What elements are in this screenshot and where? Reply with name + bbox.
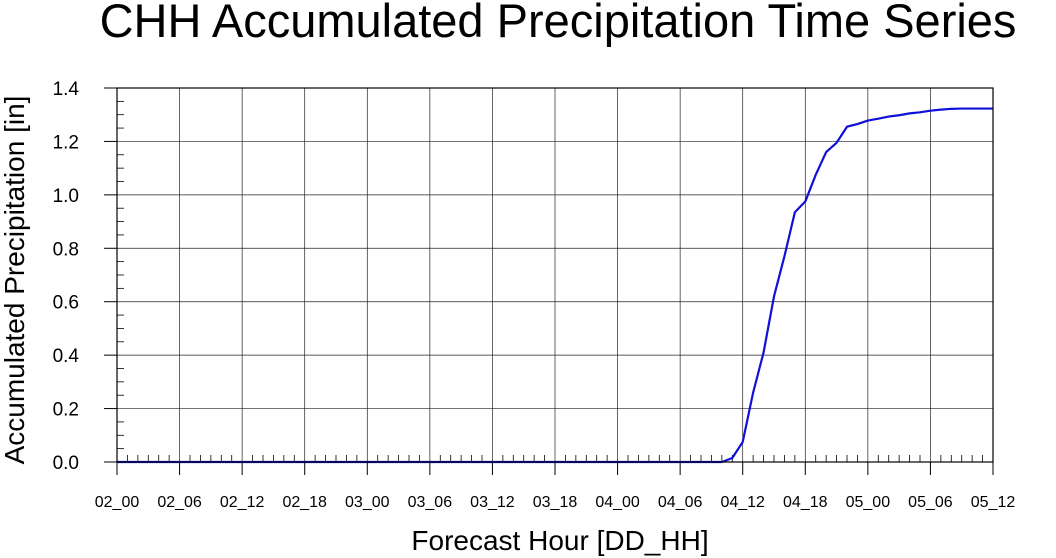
series-lines <box>117 107 993 464</box>
series-line <box>117 107 993 464</box>
x-tick-label: 05_06 <box>908 494 953 511</box>
x-tick-label: 03_18 <box>533 494 578 511</box>
x-tick-label: 04_12 <box>720 494 765 511</box>
x-tick-label: 02_12 <box>220 494 265 511</box>
x-tick-label: 05_00 <box>846 494 891 511</box>
x-axis-ticks: 02_00 02_06 02_12 02_18 03_00 03_06 03_12 03_18… <box>95 462 1016 511</box>
y-tick-label: 1.0 <box>53 186 79 207</box>
plot-frame <box>116 87 994 463</box>
y-tick-label: 0.6 <box>53 293 79 314</box>
x-tick-label: 03_06 <box>408 494 453 511</box>
x-tick-label: 03_12 <box>470 494 515 511</box>
x-tick-label: 03_00 <box>345 494 390 511</box>
y-tick-label: 1.2 <box>53 132 79 153</box>
x-tick-label: 04_06 <box>658 494 703 511</box>
x-tick-label: 05_12 <box>971 494 1016 511</box>
y-tick-label: 0.4 <box>53 346 80 367</box>
x-axis-label: Forecast Hour [DD_HH] <box>411 525 708 556</box>
y-tick-label: 0.8 <box>53 239 79 260</box>
minor-ticks <box>117 100 983 462</box>
x-tick-label: 02_00 <box>95 494 140 511</box>
x-tick-label: 02_18 <box>282 494 327 511</box>
y-tick-label: 1.4 <box>53 79 80 100</box>
grid <box>116 87 994 463</box>
y-axis-label: Accumulated Precipitation [in] <box>0 96 30 465</box>
x-tick-label: 02_06 <box>157 494 202 511</box>
x-tick-label: 04_00 <box>595 494 640 511</box>
y-axis-ticks: 0.0 0.2 0.4 0.6 0.8 1.0 1.2 1.4 <box>53 79 117 474</box>
x-tick-label: 04_18 <box>783 494 828 511</box>
y-tick-label: 0.2 <box>53 400 79 421</box>
y-tick-label: 0.0 <box>53 453 79 474</box>
chart-title: CHH Accumulated Precipitation Time Serie… <box>100 0 1017 47</box>
